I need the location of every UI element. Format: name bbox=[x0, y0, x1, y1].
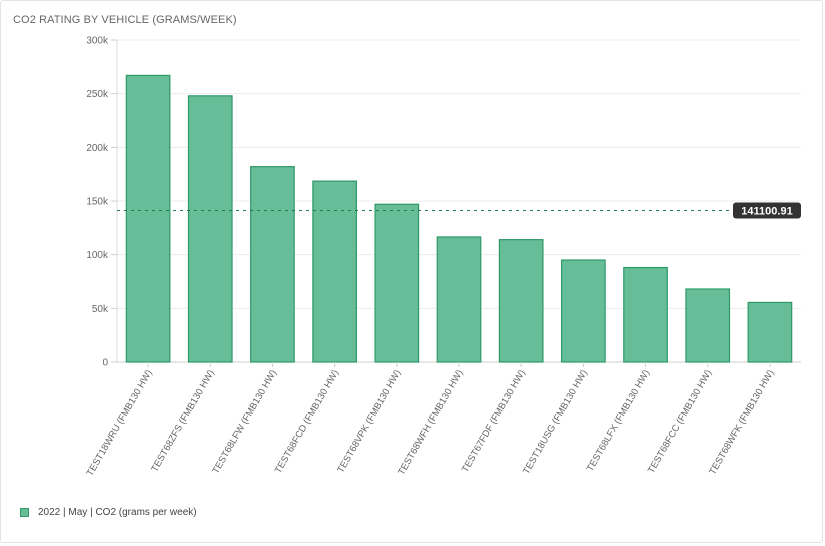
bar[interactable] bbox=[560, 259, 606, 363]
x-tick-label: TEST68VPK (FMB130 HW) bbox=[335, 368, 403, 475]
bar[interactable] bbox=[436, 236, 482, 363]
y-tick-label: 100k bbox=[86, 250, 109, 261]
bars bbox=[125, 74, 793, 367]
x-tick-label: TEST18USG (FMB130 HW) bbox=[521, 368, 590, 476]
reference-line-label: 141100.91 bbox=[741, 206, 792, 218]
chart-title: CO2 RATING BY VEHICLE (GRAMS/WEEK) bbox=[13, 14, 237, 26]
y-tick-label: 200k bbox=[86, 143, 109, 154]
y-tick-label: 250k bbox=[86, 89, 109, 100]
x-tick-label: TEST68LFW (FMB130 HW) bbox=[210, 368, 279, 476]
x-tick-label: TEST68WFK (FMB130 HW) bbox=[707, 368, 776, 477]
x-tick-label: TEST68FCD (FMB130 HW) bbox=[273, 368, 341, 475]
bar[interactable] bbox=[685, 288, 731, 363]
y-axis-ticks: 0 50k 100k 150k 200k 250k 300k bbox=[86, 36, 117, 369]
bar[interactable] bbox=[498, 239, 544, 363]
bar[interactable] bbox=[374, 203, 420, 363]
y-tick-label: 300k bbox=[86, 36, 109, 47]
x-tick-label: TEST68ZFS (FMB130 HW) bbox=[149, 368, 217, 474]
bar[interactable] bbox=[312, 180, 358, 363]
reference-line-group: 141100.91 bbox=[117, 202, 801, 219]
x-tick-label: TEST67FDF (FMB130 HW) bbox=[460, 368, 528, 475]
bar[interactable] bbox=[187, 95, 233, 363]
y-tick-label: 150k bbox=[86, 197, 109, 208]
y-tick-label: 0 bbox=[102, 358, 108, 369]
legend[interactable]: 2022 | May | CO2 (grams per week) bbox=[20, 507, 197, 518]
x-tick-label: TEST18WRU (FMB130 HW) bbox=[85, 368, 155, 478]
bar[interactable] bbox=[747, 301, 793, 363]
legend-label: 2022 | May | CO2 (grams per week) bbox=[38, 507, 197, 518]
x-tick-label: TEST68LFX (FMB130 HW) bbox=[585, 368, 652, 474]
legend-swatch bbox=[20, 508, 29, 517]
x-tick-label: TEST68WFH (FMB130 HW) bbox=[396, 368, 465, 477]
bar[interactable] bbox=[125, 74, 171, 363]
x-tick-label: TEST68FCC (FMB130 HW) bbox=[646, 368, 714, 475]
x-axis-labels: TEST18WRU (FMB130 HW)TEST68ZFS (FMB130 H… bbox=[85, 368, 777, 478]
y-tick-label: 50k bbox=[92, 304, 109, 315]
bar[interactable] bbox=[250, 166, 295, 363]
bar[interactable] bbox=[623, 266, 668, 363]
reference-label-badge bbox=[733, 202, 801, 219]
